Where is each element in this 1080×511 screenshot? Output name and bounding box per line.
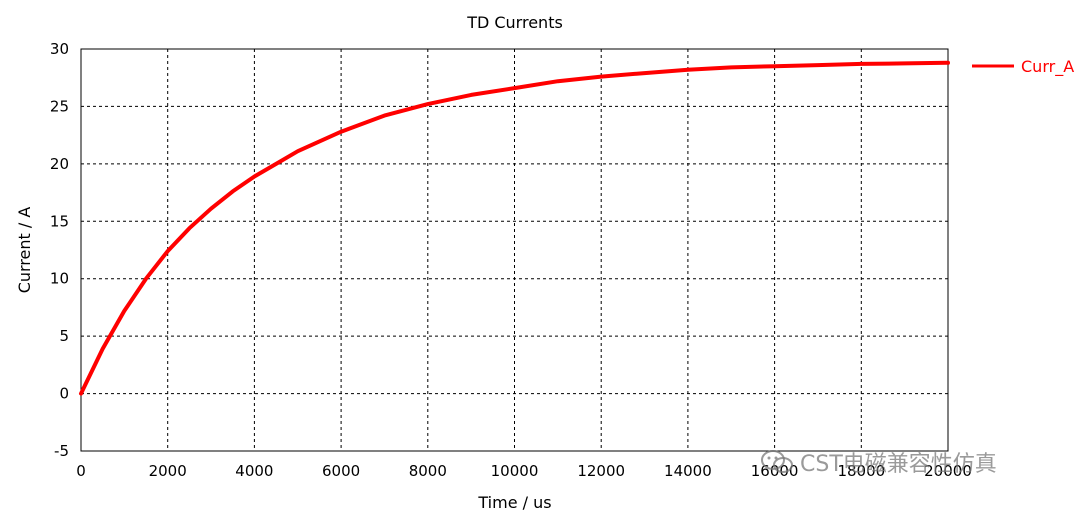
x-axis-label: Time / us	[477, 493, 551, 511]
x-tick-label: 16000	[751, 462, 799, 480]
y-tick-label: 30	[50, 40, 69, 58]
y-axis-label: Current / A	[15, 207, 34, 294]
y-tick-label: 5	[59, 327, 69, 345]
x-tick-label: 10000	[491, 462, 539, 480]
x-tick-label: 20000	[924, 462, 972, 480]
plot-area	[80, 48, 949, 452]
y-axis-ticks: -5 0 5 10 15 20 25 30	[50, 40, 69, 460]
x-tick-label: 12000	[577, 462, 625, 480]
legend: Curr_A	[972, 57, 1074, 77]
y-tick-label: 10	[50, 270, 69, 288]
watermark-text: CST电磁兼容性仿真	[800, 452, 997, 477]
y-tick-label: -5	[54, 442, 69, 460]
chart-title: TD Currents	[466, 13, 563, 32]
grid-layer	[81, 49, 948, 451]
x-tick-label: 14000	[664, 462, 712, 480]
x-tick-label: 18000	[837, 462, 885, 480]
x-tick-label: 8000	[409, 462, 447, 480]
y-tick-label: 20	[50, 155, 69, 173]
series-line-curr-a	[79, 60, 950, 396]
x-tick-label: 4000	[235, 462, 273, 480]
y-tick-label: 15	[50, 212, 69, 230]
x-tick-label: 2000	[149, 462, 187, 480]
series-layer	[79, 60, 950, 396]
y-tick-label: 0	[59, 385, 69, 403]
watermark: CST电磁兼容性仿真	[760, 446, 997, 478]
x-tick-label: 0	[76, 462, 86, 480]
x-tick-label: 6000	[322, 462, 360, 480]
wechat-icon	[761, 450, 793, 473]
y-tick-label: 25	[50, 97, 69, 115]
legend-label-curr-a: Curr_A	[1021, 57, 1074, 77]
x-axis-ticks: 0 2000 4000 6000 8000 10000 12000 14000 16000 180…	[76, 462, 972, 480]
